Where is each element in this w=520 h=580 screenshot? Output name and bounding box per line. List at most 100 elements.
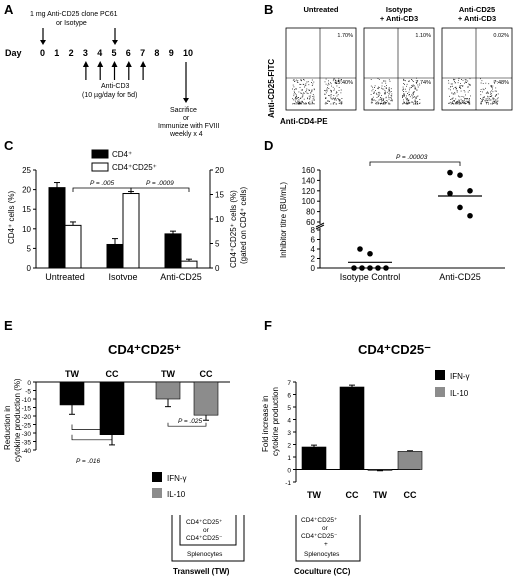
anticd3-arrowhead xyxy=(82,61,89,67)
c-ytick-left-label: 15 xyxy=(22,205,31,214)
c-bracket-2 xyxy=(130,187,190,192)
f-chart-group-label: TW xyxy=(307,490,321,500)
panel-a-letter: A xyxy=(4,2,14,17)
panel-c: C CD4⁺ cells (%) CD4⁺CD25⁺ cells (%) (ga… xyxy=(4,140,248,280)
day-tick-label: 2 xyxy=(69,48,74,58)
f-legend-ifn-swatch xyxy=(435,370,445,380)
e-chart-ytick-label: -5 xyxy=(25,389,31,396)
f-chart-ytick-label: 5 xyxy=(287,405,291,412)
d-ytick-label: 120 xyxy=(302,187,316,196)
d-category-label: Anti-CD25 xyxy=(439,272,481,282)
c-ytick-right-label: 10 xyxy=(215,215,224,224)
e-bracket-1 xyxy=(71,424,112,430)
cc-inset-caption: Coculture (CC) xyxy=(294,567,351,576)
d-ytick-label: 80 xyxy=(306,208,315,217)
c-category-label: Isotype xyxy=(108,272,137,280)
anticd3-label-1: Anti-CD3 xyxy=(101,83,130,90)
d-ytick-label: 6 xyxy=(311,236,316,245)
panel-b-letter: B xyxy=(264,2,273,17)
day-tick-label: 5 xyxy=(112,48,117,58)
c-pval-2: P = .0009 xyxy=(146,180,174,187)
e-legend-ifn-swatch xyxy=(152,472,162,482)
e-pval-2: P = .025 xyxy=(178,418,203,425)
tw-inset-1: CD4⁺CD25⁺ xyxy=(186,519,223,526)
f-chart-bar xyxy=(301,446,327,470)
d-ytick-label: 160 xyxy=(302,166,316,175)
e-bracket-2 xyxy=(167,422,207,427)
cc-inset-1: CD4⁺CD25⁺ xyxy=(301,517,338,524)
quadrant-ur-value: 1.70% xyxy=(337,33,353,39)
d-ytick-label: 4 xyxy=(311,245,316,254)
f-legend-il10-swatch xyxy=(435,387,445,397)
flow-dots xyxy=(370,77,421,105)
c-legend-swatch xyxy=(91,149,109,159)
c-category-label: Untreated xyxy=(45,272,85,280)
d-point xyxy=(367,265,373,271)
e-chart-ytick-label: -35 xyxy=(22,440,32,447)
e-title: CD4⁺CD25⁺ xyxy=(108,342,181,357)
c-bar xyxy=(106,243,124,269)
e-ylabel-2: cytokine production (%) xyxy=(13,378,22,462)
f-chart-ytick-label: 1 xyxy=(287,455,291,462)
flow-xlabel: Anti-CD4-PE xyxy=(280,117,328,126)
end-label-2: or xyxy=(183,115,190,122)
d-point xyxy=(447,190,453,197)
f-legend-il10: IL-10 xyxy=(450,389,469,398)
tw-inset-2: or xyxy=(203,527,210,534)
c-ylabel-right-2: (gated on CD4⁺ cells) xyxy=(239,187,248,264)
panel-a-extra: weekly x 4 xyxy=(169,131,203,138)
tw-inset-3: CD4⁺CD25⁻ xyxy=(186,535,223,542)
c-bar xyxy=(164,233,182,269)
d-pval: P = .00003 xyxy=(396,154,428,161)
f-chart-ytick-label: -1 xyxy=(285,480,291,487)
panel-e-letter: E xyxy=(4,320,13,333)
panel-e: E CD4⁺CD25⁺ Reduction in cytokine produc… xyxy=(3,320,245,576)
d-point xyxy=(457,172,463,178)
flow-dots xyxy=(448,77,499,105)
anticd3-label-2: (10 µg/day for 5d) xyxy=(82,92,137,99)
f-chart-group-label: CC xyxy=(346,490,359,500)
d-point xyxy=(357,246,363,252)
d-ytick-label: 0 xyxy=(311,264,316,273)
flow-plot-title: Untreated xyxy=(303,5,338,14)
e-chart-ytick-label: -40 xyxy=(22,448,32,455)
tw-inset-4: Splenocytes xyxy=(187,551,223,558)
cc-inset-3: CD4⁺CD25⁻ xyxy=(301,533,338,540)
c-ylabel-right-1: CD4⁺CD25⁺ cells (%) xyxy=(229,190,238,268)
d-point xyxy=(467,188,473,194)
end-label-4: weekly x 4 xyxy=(169,131,203,138)
e-bracket-1b xyxy=(71,434,113,441)
quadrant-ur-value: 0.02% xyxy=(493,33,509,39)
quadrant-lr-value: 15.40% xyxy=(334,80,353,86)
e-chart-ytick-label: -25 xyxy=(22,423,32,430)
flow-plot-subtitle: + Anti-CD3 xyxy=(380,14,418,23)
d-axis-break xyxy=(315,222,325,228)
end-label-1: Sacrifice xyxy=(170,107,197,114)
d-point xyxy=(457,204,463,211)
f-chart-ytick-label: 4 xyxy=(287,418,291,425)
f-chart-ytick-label: 7 xyxy=(287,380,291,387)
day-tick-label: 7 xyxy=(140,48,145,58)
f-chart-group-label: TW xyxy=(373,490,387,500)
f-chart-ytick-label: 6 xyxy=(287,393,291,400)
f-chart-bar xyxy=(339,386,365,470)
day-tick-label: 1 xyxy=(54,48,59,58)
e-legend-ifn: IFN-γ xyxy=(167,474,187,483)
e-chart-ytick-label: -30 xyxy=(22,431,32,438)
d-point xyxy=(367,250,373,257)
e-chart-ytick-label: 0 xyxy=(27,380,31,387)
day-tick-label: 3 xyxy=(83,48,88,58)
f-chart-bar xyxy=(397,451,423,470)
c-pval-1: P = .005 xyxy=(90,180,115,187)
c-ytick-left-label: 0 xyxy=(27,264,32,273)
d-bracket xyxy=(369,161,461,166)
c-ytick-right-label: 15 xyxy=(215,191,224,200)
anticd3-arrowhead xyxy=(125,61,132,67)
d-ytick-label: 140 xyxy=(302,176,316,185)
day-tick-label: 4 xyxy=(97,48,102,58)
day-label: Day xyxy=(5,48,22,58)
c-ytick-left-label: 10 xyxy=(22,225,31,234)
day-tick-label: 6 xyxy=(126,48,131,58)
d-point xyxy=(383,265,389,271)
c-ytick-right-label: 5 xyxy=(215,240,220,249)
